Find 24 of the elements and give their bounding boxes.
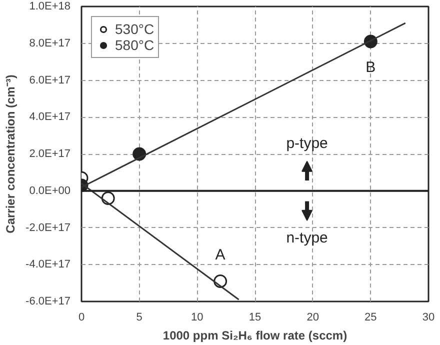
legend-label: 580°C <box>115 37 154 53</box>
x-tick-label: 20 <box>306 312 319 324</box>
annotation: A <box>215 246 226 264</box>
x-tick-label: 15 <box>248 312 262 324</box>
y-tick-label: 0.0E+00 <box>29 184 71 197</box>
y-tick-label: 8.0E+17 <box>29 37 71 50</box>
y-tick-label: 6.0E+17 <box>29 74 71 86</box>
x-axis-title: 1000 ppm Si₂H₆ flow rate (sccm) <box>162 328 348 342</box>
y-tick-label: 4.0E+17 <box>29 111 71 124</box>
x-tick-label: 25 <box>364 312 377 324</box>
y-tick-label: 2.0E+17 <box>29 148 71 160</box>
x-tick-label: 5 <box>136 312 142 324</box>
annotation: n-type <box>286 230 328 247</box>
y-tick-label: -4.0E+17 <box>26 258 70 271</box>
annotation: B <box>366 59 376 76</box>
x-tick-label: 0 <box>78 312 85 324</box>
x-tick-label: 30 <box>422 312 435 324</box>
annotation: p-type <box>286 135 328 152</box>
y-tick-label: -6.0E+17 <box>26 296 70 308</box>
y-tick-label: -2.0E+17 <box>26 222 70 234</box>
legend-label: 530°C <box>115 21 154 37</box>
y-axis-title: Carrier concentration (cm⁻³) <box>4 74 18 234</box>
x-tick-label: 10 <box>191 312 204 324</box>
y-tick-label: 1.0E+18 <box>29 0 71 12</box>
